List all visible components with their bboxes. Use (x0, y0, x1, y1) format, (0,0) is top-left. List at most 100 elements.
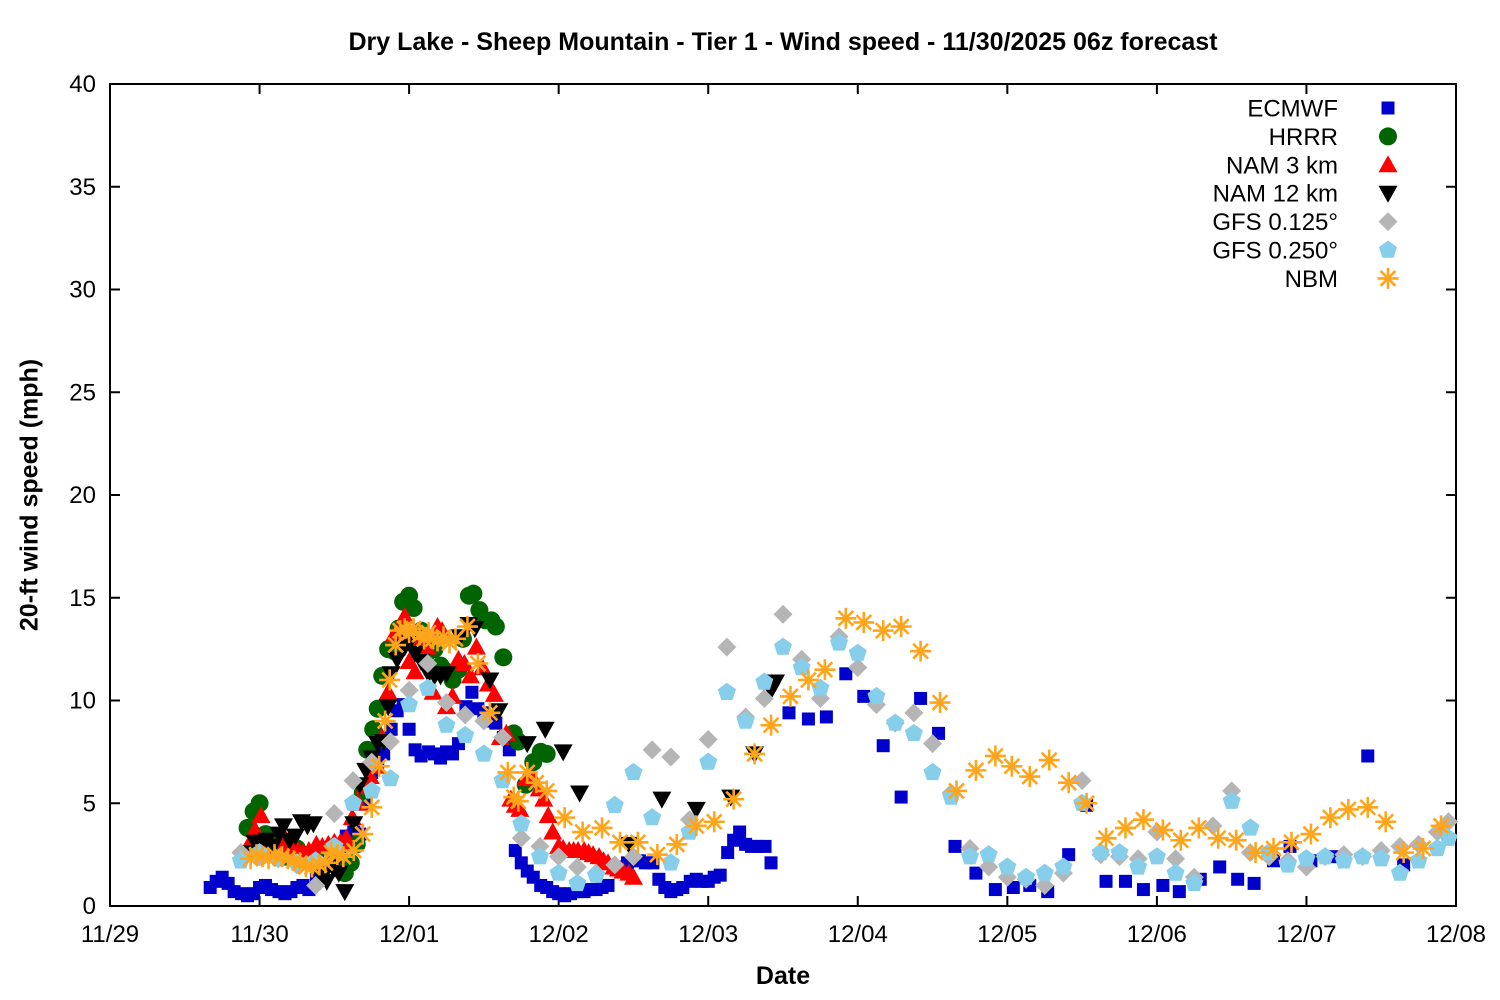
y-tick-label: 40 (69, 71, 96, 98)
data-point-marker (437, 666, 456, 684)
data-point-marker (486, 617, 505, 636)
data-point-marker (1001, 755, 1023, 777)
data-point-marker (605, 795, 624, 813)
data-point-marker (1019, 766, 1041, 788)
data-point-marker (437, 693, 456, 713)
x-tick-label: 12/01 (379, 921, 439, 948)
data-point-marker (329, 865, 349, 883)
data-point-marker (1038, 749, 1060, 771)
data-point-marker (317, 873, 337, 891)
data-point-marker (402, 722, 416, 736)
data-point-marker (661, 747, 681, 767)
data-point-marker (1185, 873, 1204, 892)
data-point-marker (624, 762, 643, 781)
y-tick-label: 20 (69, 482, 96, 509)
data-point-marker (1377, 267, 1399, 289)
data-point-marker (549, 847, 569, 867)
data-point-marker (343, 840, 365, 862)
y-tick-label: 10 (69, 688, 96, 715)
y-tick-label: 0 (83, 893, 96, 920)
data-point-marker (1378, 155, 1398, 173)
data-point-marker (609, 831, 631, 853)
data-point-marker (736, 711, 755, 729)
data-point-marker (910, 640, 932, 662)
data-point-marker (400, 695, 419, 713)
data-point-marker (699, 752, 718, 770)
data-point-marker (343, 771, 363, 791)
x-tick-label: 12/06 (1127, 921, 1187, 948)
data-point-marker (324, 804, 344, 824)
data-point-marker (454, 654, 474, 672)
data-point-marker (932, 726, 946, 740)
data-point-marker (1166, 849, 1186, 869)
data-point-marker (480, 672, 500, 690)
data-point-marker (572, 821, 594, 843)
data-point-marker (1245, 842, 1267, 864)
data-point-marker (1172, 885, 1186, 899)
data-point-marker (1114, 817, 1136, 839)
data-point-marker (811, 678, 830, 696)
data-point-marker (984, 745, 1006, 767)
data-point-marker (960, 847, 979, 865)
data-point-marker (1375, 811, 1397, 833)
legend-item-nam-3-km: NAM 3 km (1226, 152, 1398, 179)
data-point-marker (1225, 829, 1247, 851)
series-nbm (240, 607, 1452, 878)
data-point-marker (830, 633, 849, 651)
data-point-marker (543, 822, 563, 840)
data-point-marker (698, 730, 718, 750)
data-point-marker (474, 744, 493, 762)
series-gfs-0-250 (231, 633, 1458, 892)
data-point-marker (455, 705, 475, 725)
data-point-marker (1132, 809, 1154, 831)
data-point-marker (1188, 817, 1210, 839)
data-point-marker (374, 710, 396, 732)
data-point-marker (764, 856, 778, 870)
data-point-marker (713, 868, 727, 882)
data-point-marker (1278, 855, 1297, 873)
data-point-marker (251, 806, 271, 824)
data-point-marker (923, 762, 942, 781)
data-point-marker (867, 686, 886, 705)
y-tick-label: 5 (83, 790, 96, 817)
legend-item-gfs-0-125: GFS 0.125° (1212, 209, 1398, 236)
legend-label-nam-3-km: NAM 3 km (1226, 152, 1338, 179)
data-point-marker (538, 806, 558, 824)
x-tick-label: 12/05 (977, 921, 1037, 948)
data-point-marker (465, 685, 479, 699)
data-point-marker (886, 713, 905, 731)
data-point-marker (1379, 127, 1397, 146)
data-point-marker (965, 759, 987, 781)
data-point-marker (717, 682, 736, 700)
data-point-marker (537, 744, 556, 763)
data-point-marker (395, 606, 415, 624)
data-point-marker (399, 680, 419, 700)
data-point-marker (1241, 818, 1260, 836)
data-point-marker (1428, 839, 1447, 857)
data-point-marker (1378, 185, 1398, 203)
data-point-marker (666, 833, 688, 855)
data-point-marker (335, 884, 355, 902)
data-point-marker (362, 781, 381, 799)
data-point-marker (285, 828, 305, 846)
data-point-marker (1207, 827, 1229, 849)
data-point-marker (929, 692, 951, 714)
data-point-marker (1166, 863, 1185, 881)
data-point-marker (404, 599, 423, 618)
legend-label-nbm: NBM (1285, 266, 1338, 293)
data-point-marker (536, 780, 558, 802)
data-point-marker (760, 714, 782, 736)
data-point-marker (378, 699, 398, 717)
data-point-marker (464, 584, 483, 603)
data-point-marker (1393, 842, 1415, 864)
data-point-marker (484, 684, 504, 702)
data-point-marker (1095, 827, 1117, 849)
data-point-marker (437, 715, 456, 733)
x-tick-label: 11/30 (230, 921, 288, 948)
data-point-marker (1337, 798, 1359, 820)
data-point-marker (418, 654, 438, 674)
data-point-marker (1099, 874, 1113, 888)
data-point-marker (1147, 847, 1166, 865)
